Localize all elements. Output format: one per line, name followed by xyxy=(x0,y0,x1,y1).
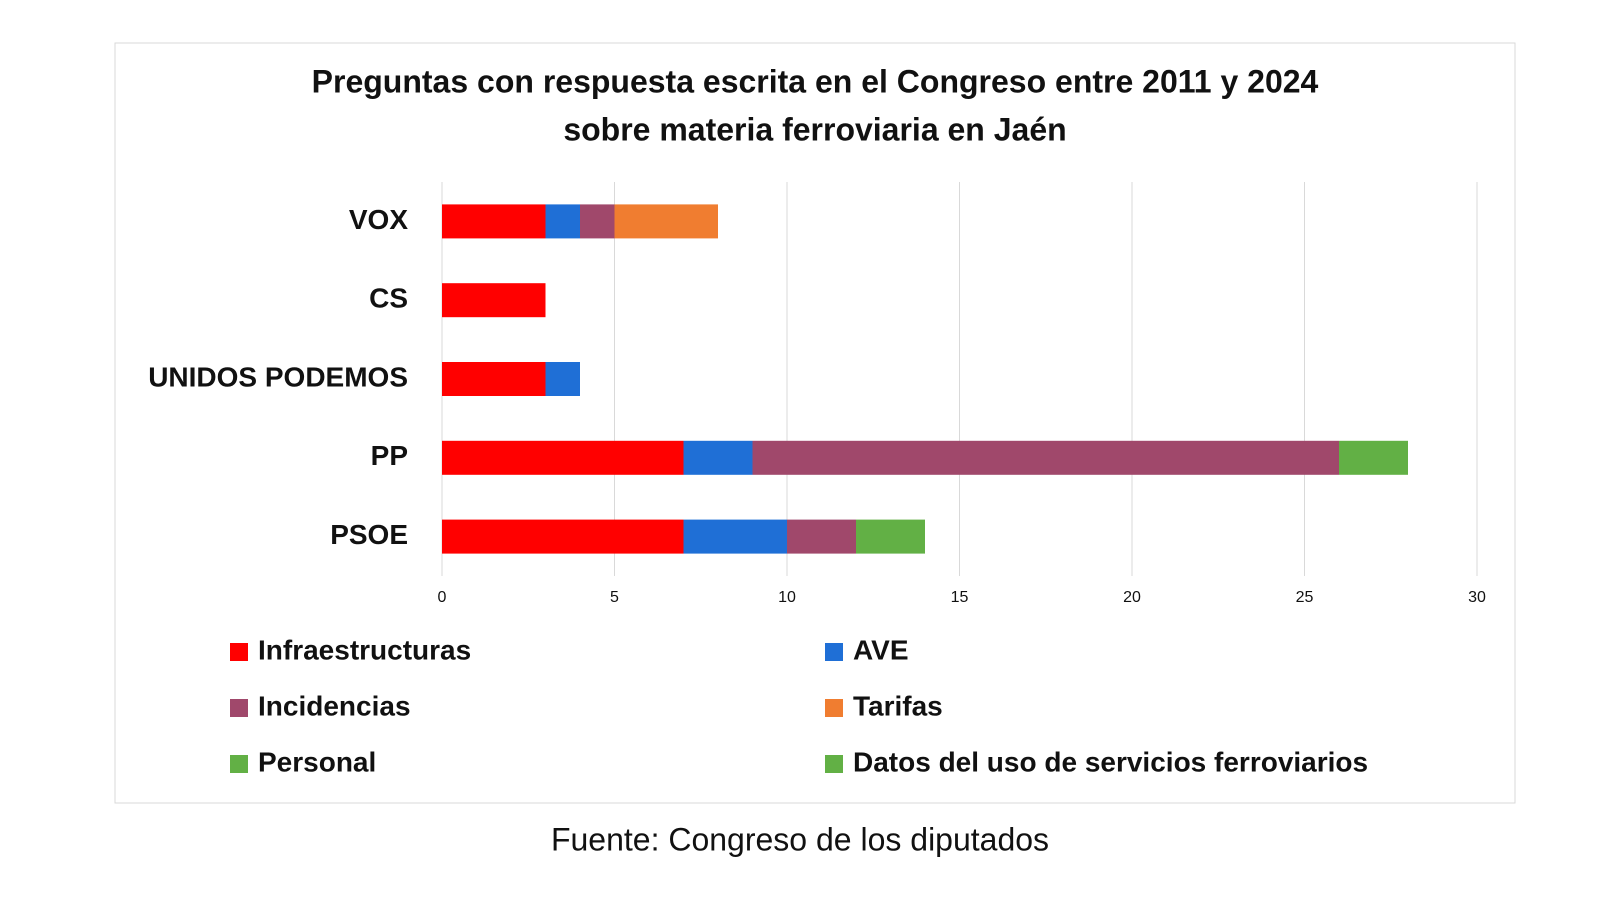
x-tick-label: 30 xyxy=(1468,589,1486,606)
bar-segment xyxy=(614,204,718,239)
x-tick-label: 15 xyxy=(951,589,969,606)
legend-label: Incidencias xyxy=(258,690,411,721)
source-note: Fuente: Congreso de los diputados xyxy=(551,821,1049,857)
legend-label: AVE xyxy=(853,634,909,665)
x-tick-label: 10 xyxy=(778,589,796,606)
bar-segment xyxy=(752,440,1339,475)
chart-frame xyxy=(114,42,1516,804)
x-tick-label: 5 xyxy=(610,589,619,606)
legend-swatch xyxy=(825,699,843,717)
y-tick-label: UNIDOS PODEMOS xyxy=(148,361,408,392)
bar-segment xyxy=(442,440,684,475)
bar-segment xyxy=(580,204,615,239)
legend-label: Infraestructuras xyxy=(258,634,471,665)
legend-label: Tarifas xyxy=(853,690,943,721)
bar-segment xyxy=(683,519,787,554)
chart-title: Preguntas con respuesta escrita en el Co… xyxy=(312,63,1319,99)
legend-swatch xyxy=(230,643,248,661)
bar-segment xyxy=(787,519,856,554)
bar-segment xyxy=(683,440,753,475)
legend-swatch xyxy=(825,643,843,661)
bar-segment xyxy=(442,283,546,318)
x-tick-label: 20 xyxy=(1123,589,1141,606)
bar-segment xyxy=(1339,440,1408,475)
legend-swatch xyxy=(230,699,248,717)
y-tick-label: CS xyxy=(369,283,408,314)
bar-segment xyxy=(856,519,925,554)
y-tick-label: PSOE xyxy=(330,519,408,550)
x-tick-label: 25 xyxy=(1296,589,1314,606)
x-tick-label: 0 xyxy=(438,589,447,606)
legend-label: Personal xyxy=(258,746,376,777)
bar-segment xyxy=(442,362,546,396)
bar-segment xyxy=(442,519,684,554)
legend-swatch xyxy=(230,755,248,773)
bar-segment xyxy=(442,204,546,239)
bar-segment xyxy=(545,362,580,396)
legend-swatch xyxy=(825,755,843,773)
y-tick-label: PP xyxy=(371,440,408,471)
legend-label: Datos del uso de servicios ferroviarios xyxy=(853,746,1368,777)
y-tick-label: VOX xyxy=(349,204,408,235)
bar-segment xyxy=(545,204,580,239)
chart-subtitle: sobre materia ferroviaria en Jaén xyxy=(563,111,1066,147)
